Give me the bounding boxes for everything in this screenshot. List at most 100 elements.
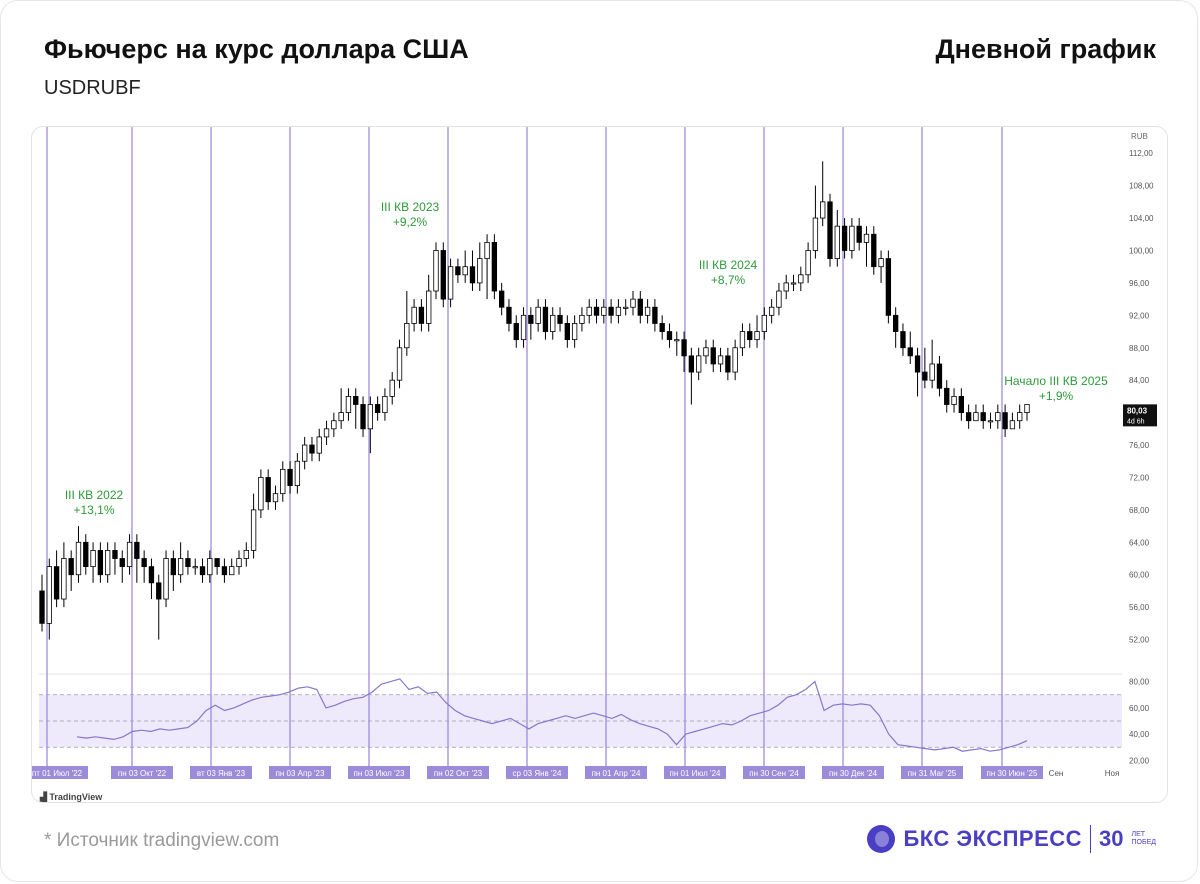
price-axis-bg: [1122, 127, 1167, 802]
candle-body: [229, 566, 235, 576]
candle-body: [878, 258, 884, 268]
x-label-badge: [981, 766, 1043, 779]
candle-body: [1002, 412, 1008, 430]
brand-circle-icon: [867, 825, 896, 853]
candle-body: [163, 558, 169, 600]
candle-body: [929, 363, 935, 381]
candle-body: [477, 258, 483, 284]
candle-body: [374, 404, 381, 414]
candle-body: [119, 558, 125, 568]
y-tick-label: 104,00: [1129, 214, 1154, 223]
annotation-title: III КВ 2023: [381, 200, 440, 214]
candle-body: [717, 355, 724, 365]
candle-body: [302, 444, 308, 462]
annotation-change: +1,9%: [1039, 389, 1074, 403]
candle-body: [885, 258, 892, 316]
annotation-change: +8,7%: [711, 273, 746, 287]
candle-body: [995, 412, 1001, 422]
y-tick-label: 52,00: [1129, 636, 1150, 645]
candle-body: [907, 347, 913, 357]
candle-body: [856, 225, 862, 243]
candle-body: [316, 436, 322, 454]
x-axis-label: пн 30 Дек '24: [829, 769, 878, 778]
candle-body: [637, 298, 643, 316]
price-chart[interactable]: RUB 112,00 108,00 104,00 100,00 96,00 92,00 88,…: [32, 127, 1168, 803]
y-tick-label: 76,00: [1129, 441, 1150, 450]
x-label-badge: [585, 766, 647, 779]
x-label-badge: [743, 766, 805, 779]
candle-body: [265, 477, 271, 503]
candle-body: [681, 339, 687, 357]
candle-body: [134, 541, 140, 559]
candle-body: [579, 314, 585, 324]
x-axis-label: пн 01 Июл '24: [670, 769, 722, 778]
candle-body: [75, 541, 82, 576]
candle-body: [601, 306, 607, 316]
tradingview-logo: ▟ TradingView: [40, 792, 102, 802]
brand-years: 30: [1099, 826, 1124, 851]
candle-body: [827, 201, 833, 259]
candle-body: [776, 290, 782, 308]
tradingview-logo-icon: ▟: [40, 792, 50, 802]
candle-body: [783, 282, 789, 292]
last-price-label: 80,03: [1127, 406, 1148, 415]
candle-body: [272, 493, 279, 503]
candle-body: [185, 558, 191, 568]
candle-body: [418, 306, 425, 324]
candle-body: [696, 355, 702, 373]
candle-body: [571, 323, 578, 341]
candle-body: [666, 331, 673, 341]
candle-body: [192, 566, 198, 569]
candle-body: [440, 250, 446, 300]
x-label-badge: [32, 766, 88, 779]
candle-body: [258, 477, 264, 511]
candle-body: [243, 550, 249, 559]
candle-body: [754, 331, 760, 341]
candle-body: [156, 582, 162, 600]
candle-body: [221, 566, 228, 576]
candle-body: [725, 355, 731, 373]
candle-body: [768, 306, 775, 316]
x-axis-label: вт 03 Янв '23: [197, 769, 246, 778]
candle-body: [367, 404, 373, 430]
x-axis-label: пн 03 Апр '23: [276, 769, 325, 778]
brand-logo: БКС ЭКСПРЕСС 30 ЛЕТ ПОБЕД: [867, 825, 1156, 853]
candle-body: [951, 395, 957, 405]
candle-body: [747, 331, 753, 341]
candle-body: [207, 558, 213, 576]
candle-body: [542, 306, 549, 332]
candle-body: [922, 371, 928, 381]
y-tick-label: 92,00: [1129, 311, 1150, 320]
candle-body: [674, 339, 680, 342]
candle-body: [608, 306, 614, 316]
rsi-y-tick-label: 20,00: [1129, 756, 1150, 765]
candle-body: [710, 347, 716, 365]
candle-body: [564, 323, 570, 341]
y-tick-label: 60,00: [1129, 571, 1150, 580]
brand-name: БКС ЭКСПРЕСС: [903, 826, 1083, 851]
candle-body: [236, 558, 242, 568]
candle-body: [761, 314, 767, 332]
x-axis-label: пн 02 Окт '23: [434, 769, 483, 778]
candle-body: [396, 347, 403, 381]
candle-body: [433, 250, 439, 292]
rsi-y-tick-label: 40,00: [1129, 730, 1150, 739]
candle-body: [382, 395, 388, 414]
candle-body: [250, 509, 257, 551]
y-tick-label: 112,00: [1129, 149, 1153, 158]
candle-body: [61, 558, 67, 600]
candle-body: [331, 420, 337, 430]
candle-body: [820, 201, 826, 219]
y-tick-label: 88,00: [1129, 344, 1150, 353]
candle-body: [53, 566, 60, 600]
candle-body: [455, 266, 461, 276]
candle-body: [214, 558, 220, 568]
x-label-badge: [190, 766, 252, 779]
candle-body: [126, 541, 133, 568]
candle-body: [411, 306, 417, 324]
candle-body: [353, 395, 359, 405]
candle-body: [90, 550, 96, 568]
candle-body: [462, 266, 468, 276]
candle-body: [550, 314, 556, 332]
brand-small-2: ПОБЕД: [1131, 839, 1156, 846]
